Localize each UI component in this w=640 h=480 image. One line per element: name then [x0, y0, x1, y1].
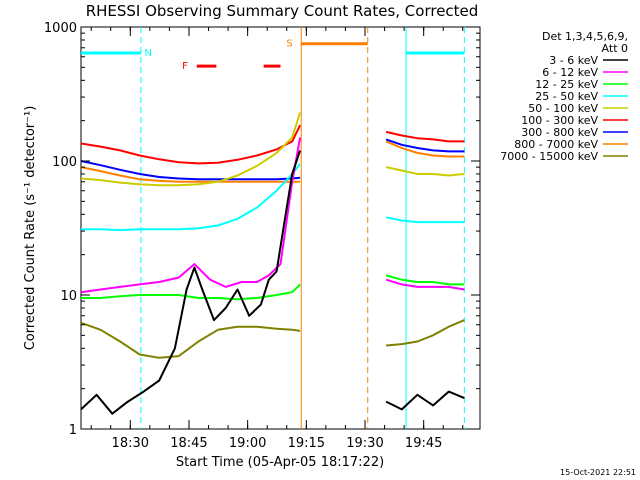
- series-line: [385, 274, 465, 286]
- y-tick-label: 1000: [44, 21, 77, 36]
- y-tick-label: 10: [60, 289, 77, 304]
- legend-entry-label: 300 - 800 keV: [521, 126, 598, 139]
- y-tick-label: 100: [52, 155, 77, 170]
- series-line: [385, 138, 465, 153]
- x-tick-label: 19:15: [288, 436, 325, 451]
- x-tick-label: 19:00: [229, 436, 266, 451]
- series-line: [80, 166, 301, 183]
- x-axis: 18:30 18:45 19:00 19:15 19:30 19:45: [90, 27, 464, 451]
- series-line: [385, 216, 465, 224]
- marker-lines: [140, 27, 465, 429]
- series-line: [385, 166, 465, 177]
- series-line: [80, 321, 301, 359]
- series-line: [81, 283, 301, 301]
- series-line: [385, 140, 465, 158]
- series-line: [80, 112, 302, 187]
- legend-entry-label: 50 - 100 keV: [528, 102, 598, 115]
- legend-entry-label: 6 - 12 keV: [542, 66, 598, 79]
- state-bars: N S F: [81, 39, 465, 72]
- y-axis-label: Corrected Count Rate (s⁻¹ detector⁻¹): [23, 106, 38, 351]
- plot-area: N S F: [80, 26, 481, 430]
- series-line: [81, 163, 301, 232]
- series-line: [385, 390, 465, 411]
- series-line: [386, 319, 465, 347]
- render-timestamp: 15-Oct-2021 22:51: [560, 468, 636, 477]
- series-line: [80, 124, 301, 165]
- night-bar-label: N: [145, 48, 152, 59]
- legend-entry-label: 3 - 6 keV: [549, 54, 598, 67]
- saa-bar-label: S: [286, 39, 292, 50]
- y-axis: 1 10 100 1000: [44, 21, 480, 438]
- legend-entry-label: 12 - 25 keV: [535, 78, 598, 91]
- series-line: [385, 130, 465, 143]
- series-line: [80, 160, 301, 181]
- x-tick-label: 19:45: [405, 436, 442, 451]
- series-line: [80, 137, 302, 294]
- series-line: [385, 278, 465, 291]
- y-tick-label: 1: [69, 423, 77, 438]
- chart-title: RHESSI Observing Summary Count Rates, Co…: [86, 2, 479, 20]
- legend-entry-label: 25 - 50 keV: [535, 90, 598, 103]
- x-tick-label: 18:30: [112, 436, 149, 451]
- series-lines: [80, 112, 465, 415]
- x-tick-label: 18:45: [170, 436, 207, 451]
- legend-header-line-2: Att 0: [602, 42, 628, 55]
- legend-entry-label: 800 - 7000 keV: [514, 138, 598, 151]
- legend-entry-label: 100 - 300 keV: [521, 114, 598, 127]
- flare-bar-label: F: [182, 61, 188, 72]
- legend-entry-label: 7000 - 15000 keV: [500, 150, 598, 163]
- legend-header-line-1: Det 1,3,4,5,6,9,: [542, 30, 628, 43]
- x-axis-label: Start Time (05-Apr-05 18:17:22): [176, 455, 384, 470]
- series-line: [80, 150, 302, 415]
- plot-frame: [80, 26, 481, 430]
- x-tick-label: 19:30: [346, 436, 383, 451]
